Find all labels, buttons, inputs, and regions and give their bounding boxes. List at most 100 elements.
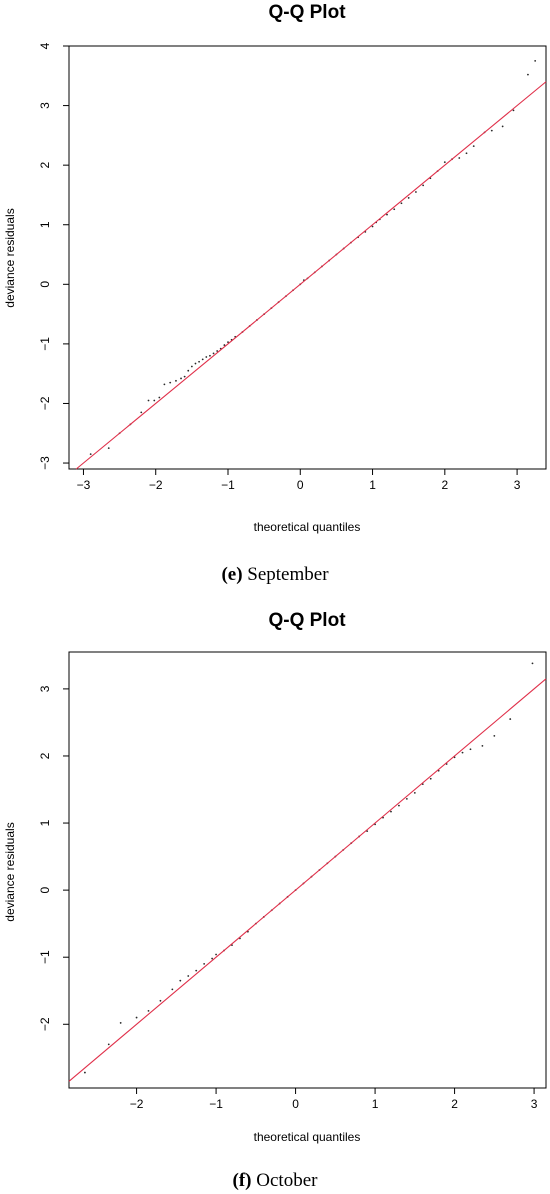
data-point xyxy=(390,810,392,813)
y-tick-label: 3 xyxy=(38,102,52,109)
reference-line xyxy=(68,678,547,1082)
data-point xyxy=(472,145,475,147)
data-point xyxy=(203,963,206,965)
caption-september: (e) September xyxy=(221,564,329,585)
axis-ticks: −3 −2 −1 0 1 2 3 −3 −2 −1 0 1 2 3 4 xyxy=(38,42,521,492)
y-tick-label: 4 xyxy=(38,42,52,49)
data-point xyxy=(386,213,388,216)
data-point xyxy=(461,751,464,754)
data-point xyxy=(107,1043,110,1046)
data-point xyxy=(371,225,374,228)
axis-ticks: −2 −1 0 1 2 3 −2 −1 0 1 2 3 xyxy=(38,685,538,1111)
data-point xyxy=(481,745,484,747)
data-point xyxy=(158,396,161,399)
y-tick-label: −2 xyxy=(38,1017,52,1031)
y-axis-label: deviance residuals xyxy=(3,822,17,921)
data-point xyxy=(211,957,214,960)
data-point xyxy=(84,1071,86,1074)
x-axis-label: theoretical quantiles xyxy=(254,520,361,534)
x-tick-label: 1 xyxy=(369,478,376,492)
data-point xyxy=(159,999,162,1002)
data-point xyxy=(195,969,198,972)
y-tick-label: −3 xyxy=(38,456,52,470)
caption-text: September xyxy=(243,564,330,585)
x-tick-label: 3 xyxy=(531,1097,538,1111)
caption-letter: (e) xyxy=(221,564,242,585)
data-point xyxy=(458,157,461,159)
data-point xyxy=(212,352,215,355)
data-point xyxy=(215,953,217,956)
plot-frame xyxy=(68,45,547,470)
x-tick-label: 0 xyxy=(297,478,304,492)
data-point xyxy=(147,399,150,402)
data-point xyxy=(465,152,468,155)
data-point xyxy=(527,73,529,76)
data-point xyxy=(398,804,400,807)
data-point xyxy=(405,797,408,800)
x-tick-label: −2 xyxy=(130,1097,144,1111)
data-point xyxy=(429,777,432,780)
plot-frame xyxy=(68,651,547,1089)
data-point xyxy=(512,109,515,112)
data-point xyxy=(140,411,143,414)
data-point xyxy=(415,191,417,193)
y-tick-label: 3 xyxy=(38,685,52,692)
data-point xyxy=(187,369,190,372)
y-tick-label: −1 xyxy=(38,950,52,964)
y-axis-label: deviance residuals xyxy=(3,208,17,307)
data-point xyxy=(153,399,156,402)
data-point xyxy=(183,375,186,378)
data-point xyxy=(422,184,425,187)
data-point xyxy=(175,379,177,382)
data-point xyxy=(135,1016,138,1019)
data-point xyxy=(393,208,396,211)
data-point xyxy=(501,125,504,128)
data-points xyxy=(89,59,537,456)
x-tick-label: −2 xyxy=(149,478,163,492)
y-tick-label: −2 xyxy=(38,396,52,410)
reference-line xyxy=(75,81,547,470)
caption-text: October xyxy=(252,1170,319,1191)
data-point xyxy=(227,341,229,343)
x-tick-label: −3 xyxy=(77,478,91,492)
caption-october: (f) October xyxy=(233,1170,319,1191)
qq-plot-october: Q-Q Plot deviance residuals theoretical … xyxy=(3,610,547,1191)
data-point xyxy=(163,383,166,386)
data-point xyxy=(531,662,534,665)
y-tick-label: 2 xyxy=(38,752,52,759)
data-point xyxy=(198,360,200,363)
data-point xyxy=(119,1022,122,1024)
data-point xyxy=(89,453,92,456)
data-point xyxy=(107,447,110,450)
data-point xyxy=(179,979,182,982)
data-point xyxy=(205,356,208,358)
data-point xyxy=(400,202,403,205)
x-tick-label: 2 xyxy=(451,1097,458,1111)
y-tick-label: 2 xyxy=(38,161,52,168)
y-tick-label: −1 xyxy=(38,337,52,351)
chart-title: Q-Q Plot xyxy=(268,2,346,23)
data-point xyxy=(469,748,472,751)
x-tick-label: 1 xyxy=(372,1097,379,1111)
qq-plot-september: Q-Q Plot deviance residuals theoretical … xyxy=(3,2,547,585)
y-tick-label: 0 xyxy=(38,886,52,893)
x-tick-label: 0 xyxy=(292,1097,299,1111)
x-axis-label: theoretical quantiles xyxy=(254,1130,361,1144)
data-point xyxy=(209,354,211,357)
y-tick-label: 1 xyxy=(38,819,52,826)
data-point xyxy=(509,718,512,720)
data-point xyxy=(534,59,537,62)
x-tick-label: 2 xyxy=(441,478,448,492)
data-point xyxy=(187,975,190,977)
x-tick-label: 3 xyxy=(514,478,521,492)
x-tick-label: −1 xyxy=(209,1097,223,1111)
data-point xyxy=(180,377,182,380)
y-tick-label: 1 xyxy=(38,221,52,228)
data-point xyxy=(216,350,219,352)
chart-title: Q-Q Plot xyxy=(268,610,346,631)
data-point xyxy=(201,358,204,361)
data-point xyxy=(490,129,493,132)
y-tick-label: 0 xyxy=(38,281,52,288)
data-point xyxy=(171,988,174,991)
